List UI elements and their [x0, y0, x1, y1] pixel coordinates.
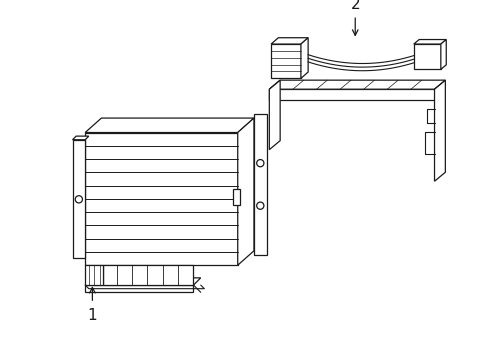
Polygon shape	[85, 118, 253, 132]
Polygon shape	[85, 285, 193, 292]
Polygon shape	[413, 40, 446, 44]
Polygon shape	[85, 265, 103, 285]
Polygon shape	[103, 265, 193, 285]
Polygon shape	[269, 80, 445, 89]
Polygon shape	[72, 140, 85, 258]
Text: 2: 2	[350, 0, 359, 12]
Polygon shape	[300, 38, 307, 78]
Polygon shape	[237, 118, 253, 265]
Polygon shape	[103, 278, 200, 285]
Polygon shape	[253, 113, 266, 255]
Polygon shape	[269, 89, 434, 100]
Polygon shape	[270, 38, 307, 44]
Polygon shape	[269, 80, 280, 150]
Text: 1: 1	[87, 308, 97, 323]
Polygon shape	[233, 189, 240, 206]
Polygon shape	[434, 80, 445, 181]
Polygon shape	[85, 132, 237, 265]
Polygon shape	[72, 136, 89, 140]
Polygon shape	[413, 44, 440, 69]
Polygon shape	[270, 44, 300, 78]
Polygon shape	[440, 40, 446, 69]
